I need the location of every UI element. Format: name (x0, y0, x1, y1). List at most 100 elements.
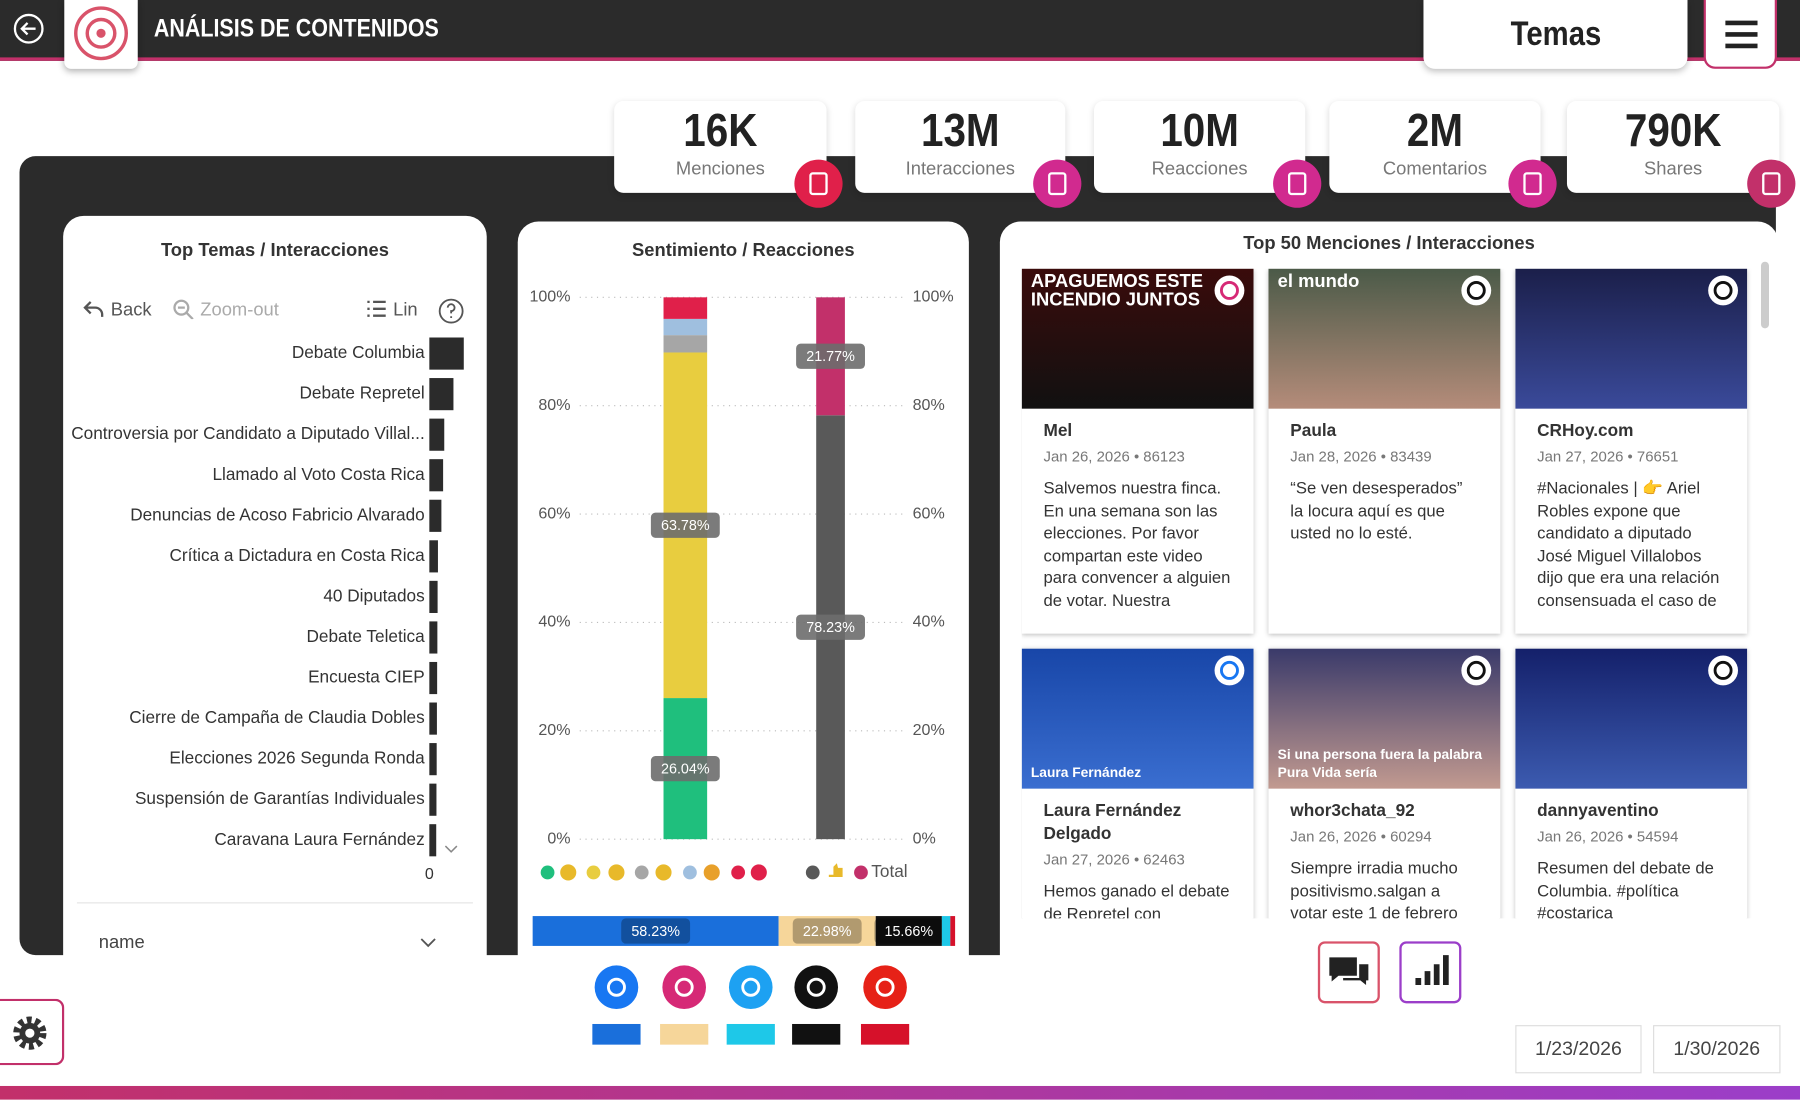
platform-badge (1461, 275, 1492, 306)
post-text: #Nacionales | 👉 Ariel Robles expone que … (1537, 479, 1720, 611)
bar-segment (778, 916, 876, 946)
mention-card[interactable]: Laura Fernández Laura Fernández Delgado Ja… (1021, 648, 1254, 919)
end-date[interactable]: 1/30/2026 (1653, 1025, 1781, 1074)
app-title: ANÁLISIS DE CONTENIDOS (153, 13, 439, 43)
legend-dot (634, 865, 649, 880)
icon-bg (1508, 159, 1557, 208)
kpi-label: Menciones (675, 159, 765, 180)
menu-button[interactable] (1703, 0, 1778, 69)
mention-card[interactable]: Si una persona fuera la palabra Pura Vid… (1268, 648, 1501, 919)
mention-card[interactable]: dannyaventino Jan 26, 2026 • 54594 Resumen… (1515, 648, 1748, 919)
platform-glyph (875, 977, 895, 997)
author-name: Mel (1043, 421, 1073, 441)
platform-glyph (674, 977, 694, 997)
back-tool[interactable]: Back (83, 298, 152, 321)
post-meta: Jan 28, 2026 • 83439 (1290, 447, 1432, 465)
y2-tick-label: 40% (913, 613, 945, 631)
image-caption: APAGUEMOS ESTE INCENDIO JUNTOS (1030, 272, 1204, 310)
y2-tick-label: 0% (913, 829, 936, 847)
selector-label: Temas (1510, 14, 1601, 53)
kpi-card: 2M Comentarios (1329, 101, 1541, 193)
mention-card[interactable]: el mundo Paula Jan 28, 2026 • 83439 “Se ven… (1268, 268, 1501, 634)
bar (429, 337, 464, 370)
legend-emoji (608, 864, 625, 881)
legend-dot (805, 865, 820, 880)
category-label: Encuesta CIEP (308, 667, 425, 687)
bar (429, 580, 438, 613)
category-label: Cierre de Campaña de Claudia Dobles (129, 707, 425, 727)
value-label: 78.23% (806, 620, 855, 636)
start-date[interactable]: 1/23/2026 (1515, 1025, 1642, 1074)
legend-dot (586, 865, 601, 880)
help-button[interactable] (437, 297, 465, 325)
kpi-value: 10M (1160, 105, 1239, 157)
scale-tool[interactable]: Lin (365, 298, 418, 321)
category-label: Llamado al Voto Costa Rica (212, 464, 425, 484)
platform-swatch (660, 1023, 709, 1045)
card-body: CRHoy.com Jan 27, 2026 • 76651 #Nacionales… (1515, 409, 1747, 625)
post-meta: Jan 26, 2026 • 86123 (1043, 447, 1185, 465)
scrollbar[interactable] (1760, 261, 1770, 329)
y2-tick-label: 80% (913, 396, 945, 414)
legend-dot (540, 865, 555, 880)
bar-segment (950, 916, 956, 946)
legend-thumb (828, 863, 843, 878)
value-badge (874, 918, 944, 944)
bar (429, 743, 437, 776)
legend-dot (854, 865, 868, 880)
y-tick-label: 100% (529, 288, 570, 306)
category-label: Denuncias de Acoso Fabricio Alvarado (130, 504, 425, 524)
kpi-label: Shares (1644, 159, 1703, 180)
icon-bg (1273, 159, 1322, 208)
value-badge (650, 755, 720, 782)
scale-label: Lin (393, 300, 418, 321)
card-image (1515, 648, 1748, 789)
zoom-tool[interactable]: Zoom-out (172, 298, 279, 321)
y-tick-label: 0% (547, 829, 570, 847)
legend-emoji (703, 864, 720, 881)
sentimiento-panel (517, 221, 969, 990)
field-dropdown[interactable]: name (76, 902, 473, 984)
comments-button[interactable] (1317, 941, 1380, 1004)
category-label: Debate Repretel (299, 383, 424, 403)
mention-card[interactable]: CRHoy.com Jan 27, 2026 • 76651 #Nacionales… (1515, 268, 1748, 634)
mention-card[interactable]: APAGUEMOS ESTE INCENDIO JUNTOS Mel Jan 26,… (1021, 268, 1254, 634)
value-label: 58.23% (631, 924, 680, 940)
bar (429, 378, 454, 411)
panel-title: Top 50 Menciones / Interacciones (1243, 234, 1535, 254)
author-name: Laura Fernández Delgado (1043, 801, 1182, 844)
back-button[interactable] (11, 11, 45, 45)
value-badge (650, 512, 720, 538)
bar (429, 459, 444, 492)
bar (429, 499, 442, 532)
kpi-icon (1033, 159, 1082, 208)
platform-glyph (741, 977, 761, 997)
platform-badge (1708, 275, 1739, 306)
kpi-card: 13M Interacciones (855, 101, 1066, 193)
post-text: “Se ven desesperados” la locura aquí es … (1290, 479, 1463, 544)
footer-strip (0, 1085, 1800, 1100)
settings-button[interactable] (0, 998, 65, 1066)
card-image: APAGUEMOS ESTE INCENDIO JUNTOS (1021, 268, 1254, 409)
bar (429, 540, 438, 573)
image-caption: Laura Fernández (1030, 764, 1142, 781)
card-body: Mel Jan 26, 2026 • 86123 Salvemos nuestra … (1022, 409, 1254, 625)
stats-button[interactable] (1399, 941, 1462, 1004)
kpi-value: 16K (683, 105, 758, 157)
category-label: Crítica a Dictadura en Costa Rica (169, 545, 425, 565)
legend-label: Total (871, 861, 907, 881)
category-label: Suspensión de Garantías Individuales (135, 788, 425, 808)
mention-cards: APAGUEMOS ESTE INCENDIO JUNTOS Mel Jan 26,… (1021, 268, 1752, 919)
value-label: 21.77% (806, 349, 855, 365)
value-badge (621, 918, 691, 944)
platform-icon (662, 965, 706, 1010)
topic-selector[interactable]: Temas (1423, 0, 1688, 69)
y2-tick-label: 60% (913, 504, 945, 522)
platform-swatch (792, 1023, 841, 1045)
icon-glyph (809, 172, 828, 196)
icon-glyph (1523, 172, 1542, 196)
category-label: Elecciones 2026 Segunda Ronda (169, 748, 425, 768)
scroll-chevron (444, 845, 458, 853)
